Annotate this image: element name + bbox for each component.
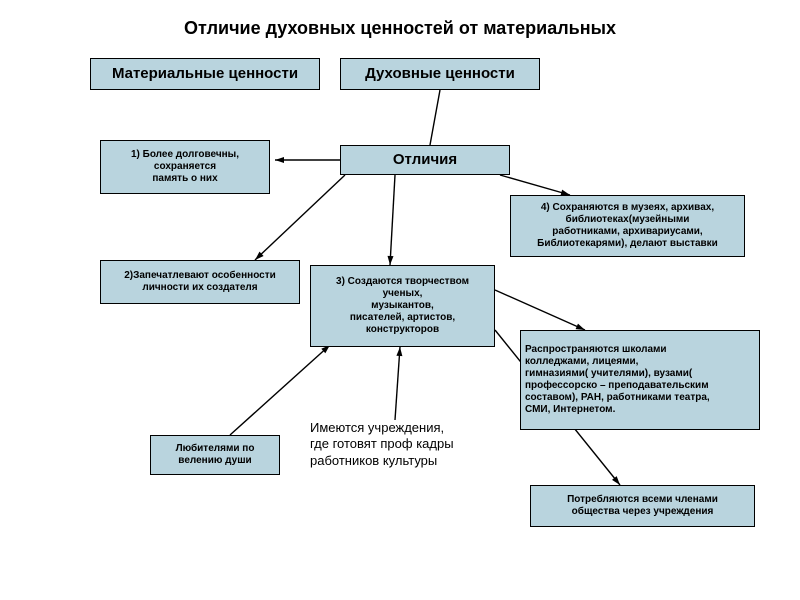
diagram-title: Отличие духовных ценностей от материальн… [120,18,680,39]
node-spread: Распространяются школами колледжами, лиц… [520,330,760,430]
node-spiritual: Духовные ценности [340,58,540,90]
node-point-3: 3) Создаются творчеством ученых, музыкан… [310,265,495,347]
node-point-4: 4) Сохраняются в музеях, архивах, библио… [510,195,745,257]
node-point-2: 2)Запечатлевают особенности личности их … [100,260,300,304]
node-material: Материальные ценности [90,58,320,90]
node-lovers: Любителями по велению души [150,435,280,475]
node-consume: Потребляются всеми членами общества чере… [530,485,755,527]
node-point-1: 1) Более долговечны, сохраняется память … [100,140,270,194]
node-differences: Отличия [340,145,510,175]
note-institutions: Имеются учреждения, где готовят проф кад… [310,420,510,469]
